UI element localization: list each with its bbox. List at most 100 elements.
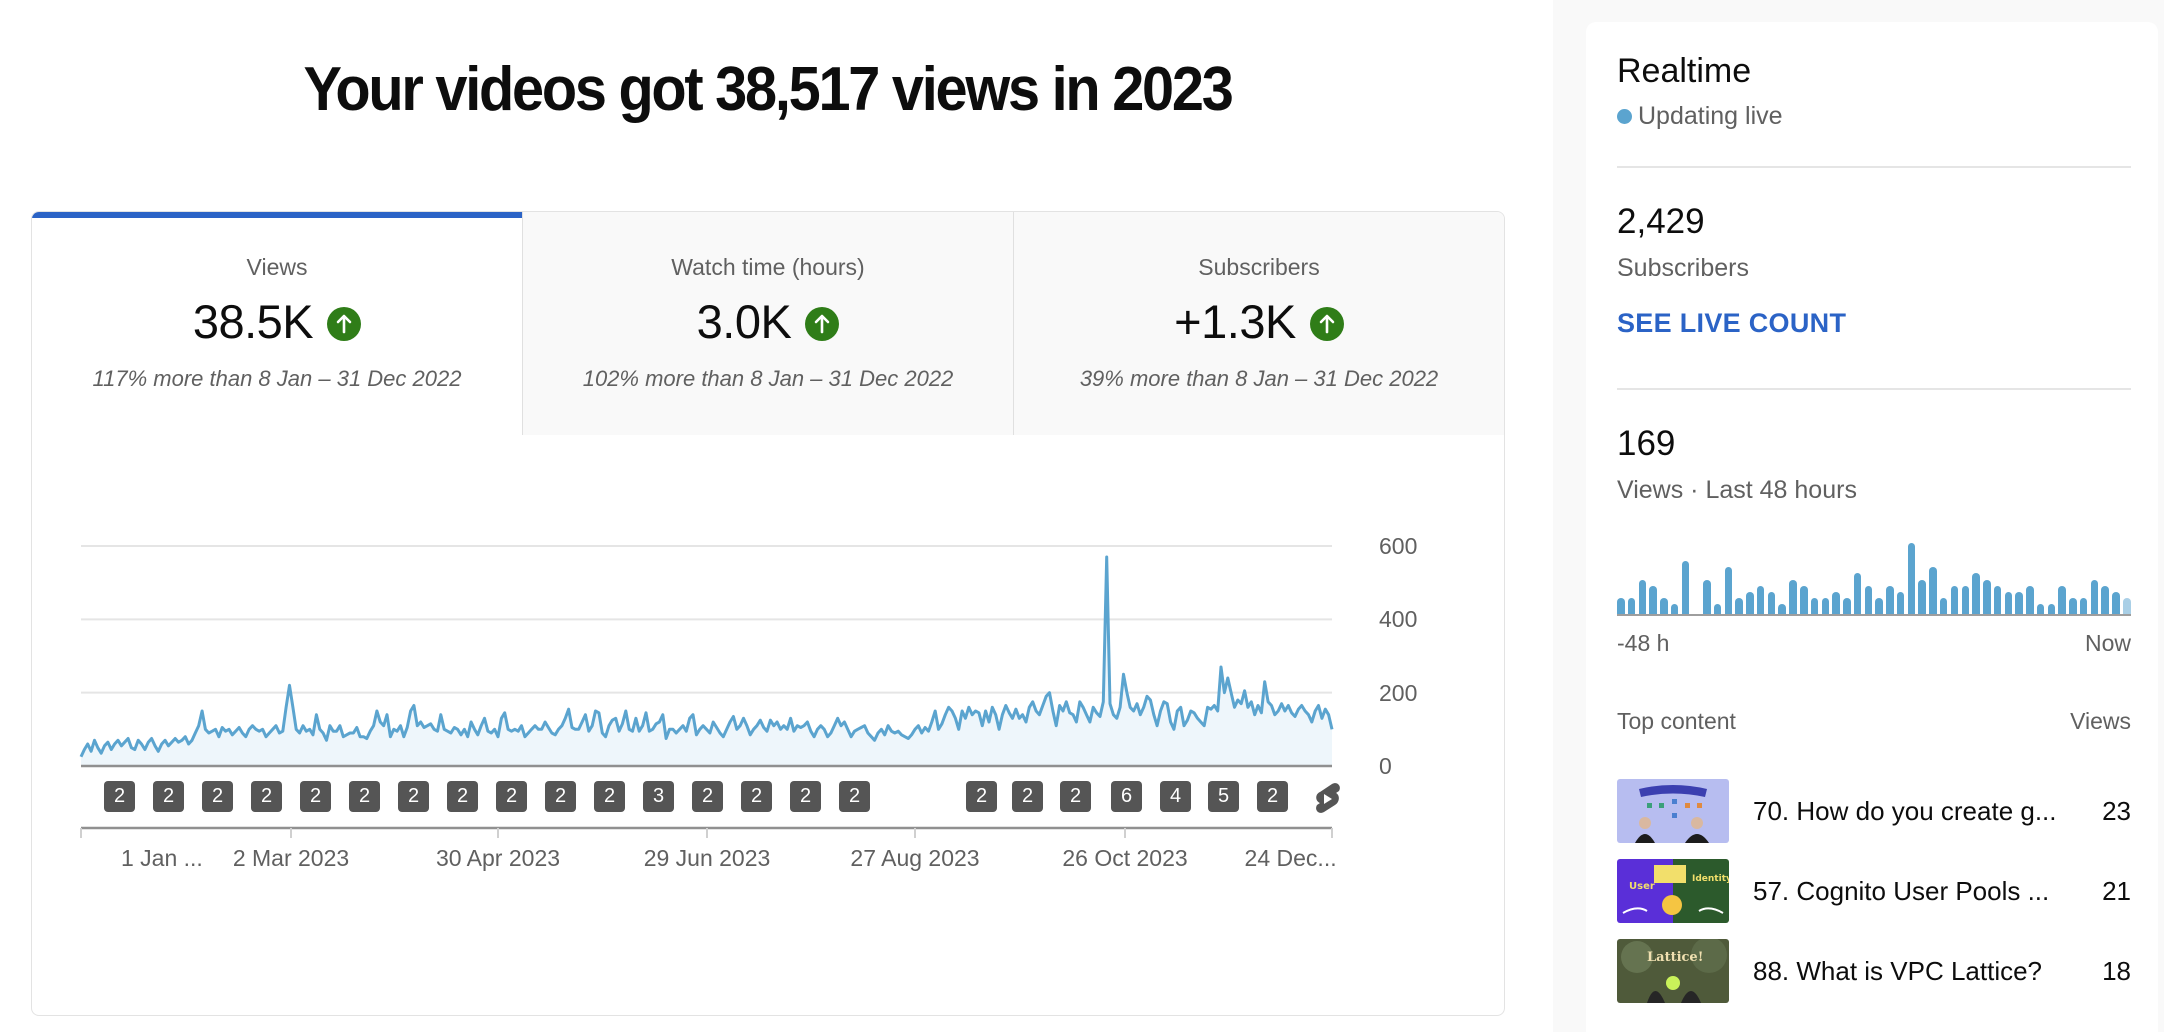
video-published-marker[interactable]: 2 [839,781,870,812]
mini-chart-bar[interactable] [1789,579,1797,614]
mini-chart-bar[interactable] [1918,579,1926,614]
mini-chart-bar[interactable] [1843,597,1851,614]
mini-chart-bar[interactable] [1929,567,1937,614]
video-published-marker[interactable]: 2 [1012,781,1043,812]
mini-chart-bar[interactable] [1756,585,1765,614]
video-published-marker[interactable]: 2 [251,781,282,812]
video-published-marker[interactable]: 2 [692,781,723,812]
views-48h-count: 169 [1617,424,1676,463]
mini-chart-bar[interactable] [2004,591,2013,614]
mini-chart-bar[interactable] [1864,585,1873,614]
mini-chart-bar[interactable] [2112,591,2120,614]
mini-chart-bar[interactable] [1681,561,1690,614]
video-published-marker[interactable]: 2 [447,781,478,812]
mini-chart-bar[interactable] [1746,591,1754,614]
mini-chart-bar[interactable] [1627,597,1636,614]
mini-chart-bar[interactable] [1800,585,1808,614]
video-published-marker[interactable]: 2 [153,781,184,812]
mini-chart-bar[interactable] [1950,585,1959,614]
top-content-views-header: Views [2070,708,2131,734]
x-tick-label: 30 Apr 2023 [435,845,561,871]
video-published-marker[interactable]: 2 [496,781,527,812]
mini-chart-bar[interactable] [1993,585,2002,614]
tab-views[interactable]: Views 38.5K 117% more than 8 Jan – 31 De… [32,212,522,435]
video-published-marker[interactable]: 2 [790,781,821,812]
mini-chart-bar[interactable] [2101,585,2109,614]
video-published-marker[interactable]: 2 [300,781,331,812]
top-content-item[interactable]: 70. How do you create g... 23 [1617,779,2131,843]
live-status: Updating live [1617,102,1783,131]
mini-chart-bar[interactable] [2047,603,2056,614]
video-published-marker[interactable]: 6 [1111,781,1142,812]
tab-watch-time[interactable]: Watch time (hours) 3.0K 102% more than 8… [522,212,1013,435]
video-published-marker[interactable]: 2 [741,781,772,812]
tab-comparison: 117% more than 8 Jan – 31 Dec 2022 [92,366,462,391]
mini-chart-bar[interactable] [2036,603,2045,614]
video-published-marker[interactable]: 3 [643,781,674,812]
x-tick-label: 24 Dec... [1244,845,1337,871]
views-48h-bar-chart[interactable]: -48 h Now [1617,522,2131,656]
video-published-marker[interactable]: 2 [398,781,429,812]
video-published-marker[interactable]: 2 [545,781,576,812]
video-published-marker[interactable]: 2 [1060,781,1091,812]
top-content-item[interactable]: User Identity 57. Cognito User Pools ...… [1617,859,2131,923]
mini-chart-bar[interactable] [1649,585,1657,614]
mini-chart-bar[interactable] [1939,597,1948,614]
mini-chart-bar[interactable] [2090,579,2099,614]
mini-chart-bar[interactable] [2069,597,2077,614]
mini-chart-bar[interactable] [1875,597,1883,614]
mini-chart-bar[interactable] [2123,597,2131,614]
video-published-marker[interactable]: 2 [202,781,233,812]
video-published-marker[interactable]: 2 [594,781,625,812]
live-dot-icon [1617,109,1632,124]
mini-chart-bar[interactable] [1670,603,1679,614]
y-tick-label: 200 [1379,680,1418,706]
mini-chart-bar[interactable] [1767,591,1776,614]
mini-chart-bar[interactable] [1778,603,1786,614]
x-tick-label: 27 Aug 2023 [850,845,980,871]
tab-subscribers[interactable]: Subscribers +1.3K 39% more than 8 Jan – … [1013,212,1504,435]
mini-chart-bar[interactable] [1810,597,1819,614]
subscriber-count: 2,429 [1617,202,1705,241]
mini-chart-bar[interactable] [2058,585,2066,614]
mini-chart-bar[interactable] [2026,585,2034,614]
mini-chart-bar[interactable] [1735,597,1743,614]
mini-chart-bar[interactable] [1853,573,1862,614]
see-live-count-link[interactable]: SEE LIVE COUNT [1617,308,1847,338]
video-published-marker[interactable]: 2 [1257,781,1288,812]
mini-chart-bar[interactable] [1832,591,1840,614]
mini-chart-bar[interactable] [1972,573,1980,614]
realtime-title: Realtime [1617,52,1752,90]
video-published-marker[interactable]: 2 [349,781,380,812]
video-published-marker[interactable]: 2 [104,781,135,812]
vpc-lattice-thumbnail: Lattice! [1617,939,1729,1003]
mini-chart-bar[interactable] [1961,585,1969,614]
video-published-marker[interactable]: 5 [1208,781,1239,812]
mini-chart-bar[interactable] [1821,597,1830,614]
cloud-diagrams-thumbnail [1617,779,1729,843]
shorts-icon[interactable] [1312,781,1342,817]
views-line-chart[interactable]: 600 400 200 0 1 Jan ... 2 Mar 2023 30 Ap… [32,435,1504,1015]
video-published-marker[interactable]: 2 [966,781,997,812]
top-content-item[interactable]: Lattice! 88. What is VPC Lattice? 18 [1617,939,2131,1003]
mini-chart-bar[interactable] [1983,579,1991,614]
mini-chart-bar[interactable] [1896,591,1905,614]
video-published-marker[interactable]: 4 [1160,781,1191,812]
mini-chart-bar[interactable] [1638,579,1647,614]
mini-chart-bar[interactable] [2015,591,2023,614]
y-tick-label: 0 [1379,753,1392,779]
x-tick-label: 29 Jun 2023 [643,845,771,871]
x-tick-label: 2 Mar 2023 [232,845,350,871]
mini-chart-axis [1617,614,2131,616]
mini-chart-bar[interactable] [1713,603,1722,614]
arrow-up-circle-icon [805,306,840,341]
mini-chart-bar[interactable] [1886,585,1894,614]
svg-text:Identity: Identity [1692,874,1729,884]
mini-chart-bar[interactable] [1617,597,1625,614]
mini-chart-bar[interactable] [1907,542,1916,614]
views-48h-label: Views · Last 48 hours [1617,476,1857,504]
mini-chart-bar[interactable] [1703,579,1711,614]
mini-chart-bar[interactable] [2079,597,2088,614]
mini-chart-bar[interactable] [1660,597,1668,614]
mini-chart-bar[interactable] [1724,567,1733,614]
